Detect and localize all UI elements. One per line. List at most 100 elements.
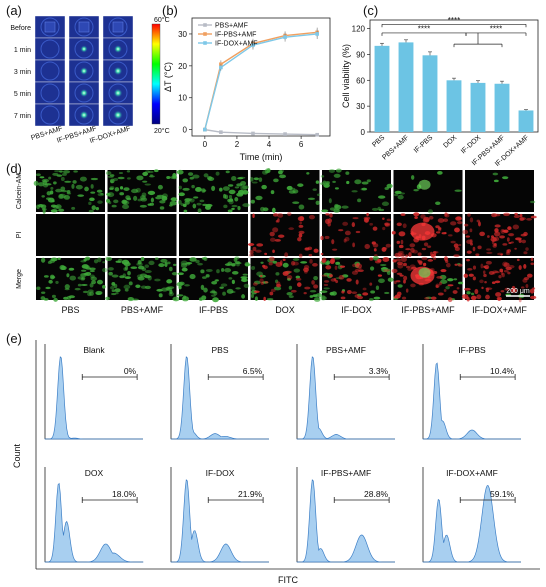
red-cell (490, 235, 494, 239)
green-cell (312, 188, 317, 191)
green-cell (137, 265, 145, 270)
green-cell (300, 261, 308, 264)
green-cell (156, 194, 164, 198)
green-cell (272, 260, 278, 264)
red-cell (469, 228, 473, 233)
green-cell (142, 171, 149, 176)
red-cell (523, 251, 528, 255)
red-cell (437, 228, 442, 232)
bar (446, 80, 462, 132)
green-cell (242, 203, 250, 208)
tube-outline (108, 105, 128, 125)
red-cell (405, 254, 409, 258)
green-cell (88, 201, 92, 206)
red-cell (298, 253, 303, 258)
green-cell (387, 277, 394, 282)
red-cell (436, 276, 443, 279)
histogram-title: Blank (83, 345, 105, 355)
red-cell (530, 257, 534, 262)
red-cell (515, 237, 522, 241)
red-cell (435, 284, 439, 288)
sample-square (112, 21, 124, 33)
y-tick-label: 90 (356, 50, 365, 59)
green-cell (293, 268, 301, 273)
green-cell (37, 182, 45, 187)
green-cell (369, 266, 375, 271)
red-cell (272, 212, 279, 217)
green-cell (199, 199, 205, 203)
red-cell (278, 234, 285, 238)
red-cluster (410, 222, 435, 241)
green-cell (224, 267, 232, 273)
thermal-row-label: 3 min (14, 69, 31, 76)
red-cell (441, 232, 447, 235)
red-cell (269, 237, 276, 242)
red-cell (269, 291, 274, 296)
red-cell (523, 263, 527, 269)
x-tick-label: 0 (203, 140, 208, 149)
red-cell (502, 243, 508, 246)
category-label: PBS (371, 134, 386, 149)
green-cell (171, 271, 178, 276)
red-cell (428, 215, 434, 220)
red-cell (408, 252, 412, 258)
green-cell (493, 179, 499, 183)
red-cell (260, 281, 264, 285)
red-cell (494, 224, 501, 228)
green-cell (123, 284, 131, 290)
red-cell (373, 248, 377, 252)
tube-outline (108, 61, 128, 81)
red-cell (252, 213, 255, 218)
green-cell (260, 261, 264, 264)
red-cell (453, 243, 459, 248)
red-cell (303, 267, 309, 273)
green-cell (361, 187, 368, 191)
green-cell (46, 197, 52, 200)
green-cell (57, 257, 61, 260)
y-tick-label: 60 (356, 76, 365, 85)
series-line (204, 33, 318, 130)
red-cell (481, 286, 484, 290)
red-cell (395, 280, 401, 283)
red-cell (500, 253, 503, 256)
green-cell (40, 204, 47, 209)
green-cell (83, 258, 87, 262)
bar (494, 83, 510, 132)
green-cell (90, 184, 94, 189)
red-cell (362, 287, 367, 291)
green-cell (192, 203, 197, 209)
green-cell (110, 285, 115, 290)
green-cell (307, 197, 316, 201)
green-cell (184, 200, 190, 205)
green-cell (140, 197, 148, 202)
red-cell (397, 263, 404, 269)
red-cell (494, 228, 499, 233)
green-cell (240, 180, 247, 186)
red-cell (475, 253, 480, 256)
green-cell (244, 261, 250, 267)
green-cell (315, 180, 320, 184)
thermal-row-label: Before (10, 25, 31, 32)
tube-outline (108, 83, 128, 103)
y-tick-label: 0 (183, 126, 188, 135)
fluorescence-column-label: PBS (61, 305, 79, 315)
red-cell (369, 222, 374, 226)
green-cell (53, 181, 57, 185)
data-point (251, 43, 255, 47)
red-cell (484, 281, 487, 284)
red-cell (503, 270, 509, 273)
plot-frame (191, 17, 331, 137)
green-cell (96, 279, 103, 285)
gate-percentage: 28.8% (364, 489, 389, 499)
green-cell (150, 197, 154, 203)
red-cell (435, 231, 441, 234)
red-cell (410, 247, 415, 253)
green-cell (372, 255, 379, 261)
red-cell (253, 282, 258, 286)
red-cell (274, 238, 281, 242)
fluorescence-column-label: IF-PBS+AMF (401, 305, 455, 315)
green-cell (309, 290, 317, 293)
red-cell (468, 273, 474, 277)
green-cell (50, 204, 57, 208)
green-cell (154, 169, 159, 173)
